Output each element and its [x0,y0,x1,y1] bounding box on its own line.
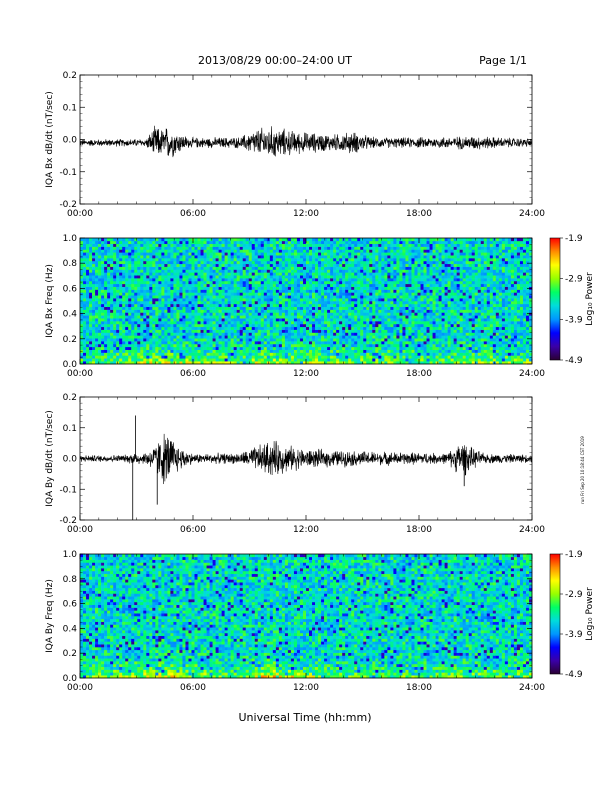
y-tick-label: 0.0 [63,674,78,684]
y-tick-label: 0.1 [63,424,77,434]
colorbar-tick-label: -3.9 [565,315,583,325]
x-tick-label: 24:00 [519,369,545,379]
x-tick-label: 00:00 [67,369,93,379]
y-tick-label: 0.0 [63,360,78,370]
page-number: Page 1/1 [479,54,527,67]
colorbar-label: Log₁₀ Power [585,587,595,641]
y-tick-label: 0.2 [63,393,77,403]
y-tick-label: 0.6 [63,600,78,610]
colorbar-tick-label: -2.9 [565,275,583,285]
x-tick-label: 18:00 [406,683,432,693]
colorbar-tick-label: -3.9 [565,630,583,640]
x-tick-label: 18:00 [406,209,432,219]
bx-spectrogram-panel: 00:00 06:00 12:00 18:00 24:00 1.0 0.8 0.6 0.4 0.2… [45,234,595,379]
colorbar-tick-label: -1.9 [565,550,583,560]
dbdt-trace [80,433,532,485]
x-tick-label: 18:00 [406,525,432,535]
y-axis-label: IQA By Freq (Hz) [45,579,55,653]
y-tick-label: -0.1 [59,168,77,178]
colorbar-tick-label: -2.9 [565,590,583,600]
x-tick-label: 24:00 [519,683,545,693]
y-axis-label: IQA By dB/dt (nT/sec) [45,410,55,507]
x-axis-title: Universal Time (hh:mm) [239,711,372,724]
dbdt-trace [80,125,532,158]
y-tick-label: 0.0 [63,136,78,146]
spectrogram-cells [80,554,533,679]
colorbar [549,553,561,675]
x-tick-label: 24:00 [519,209,545,219]
x-tick-label: 00:00 [67,525,93,535]
y-axis-label: IQA Bx dB/dt (nT/sec) [45,91,55,188]
x-tick-label: 06:00 [180,209,206,219]
run-timestamp: run Fri Sep 20 10:18:44 CST 2019 [580,436,585,504]
page-title: 2013/08/29 00:00–24:00 UT [198,54,352,67]
y-tick-label: 1.0 [63,550,78,560]
x-tick-label: 00:00 [67,209,93,219]
colorbar-tick-label: -4.9 [565,670,583,680]
y-tick-label: 0.8 [63,575,78,585]
y-tick-label: 0.8 [63,259,78,269]
colorbar-label: Log₁₀ Power [585,272,595,326]
bx-dbdt-panel: 00:00 06:00 12:00 18:00 24:00 0.2 0.1 0.0 -0.1 -0… [45,71,545,219]
y-tick-label: 0.0 [63,455,78,465]
y-tick-label: 0.1 [63,103,77,113]
y-tick-label: 0.4 [63,310,78,320]
x-tick-label: 06:00 [180,369,206,379]
y-tick-label: -0.2 [59,516,77,526]
colorbar-tick-label: -4.9 [565,356,583,366]
y-tick-label: 0.2 [63,71,77,81]
x-tick-label: 12:00 [293,209,319,219]
y-tick-label: 0.6 [63,284,78,294]
by-dbdt-panel: 00:00 06:00 12:00 18:00 24:00 0.2 0.1 0.0 -0.1 -0… [45,393,545,535]
colorbar-tick-label: -1.9 [565,234,583,244]
y-tick-label: 0.2 [63,335,77,345]
x-tick-label: 24:00 [519,525,545,535]
by-spectrogram-panel: 00:00 06:00 12:00 18:00 24:00 1.0 0.8 0.6 0.4 0.2… [45,550,595,693]
y-tick-label: -0.1 [59,485,77,495]
y-axis-label: IQA Bx Freq (Hz) [45,264,55,338]
x-tick-label: 06:00 [180,683,206,693]
y-tick-label: -0.2 [59,200,77,210]
x-tick-label: 00:00 [67,683,93,693]
y-tick-label: 1.0 [63,234,78,244]
spectrogram-cells [80,238,533,365]
x-tick-label: 12:00 [293,369,319,379]
x-tick-label: 18:00 [406,369,432,379]
y-tick-label: 0.4 [63,624,78,634]
colorbar [549,237,561,361]
y-tick-label: 0.2 [63,649,77,659]
x-tick-label: 06:00 [180,525,206,535]
x-tick-label: 12:00 [293,683,319,693]
x-tick-label: 12:00 [293,525,319,535]
